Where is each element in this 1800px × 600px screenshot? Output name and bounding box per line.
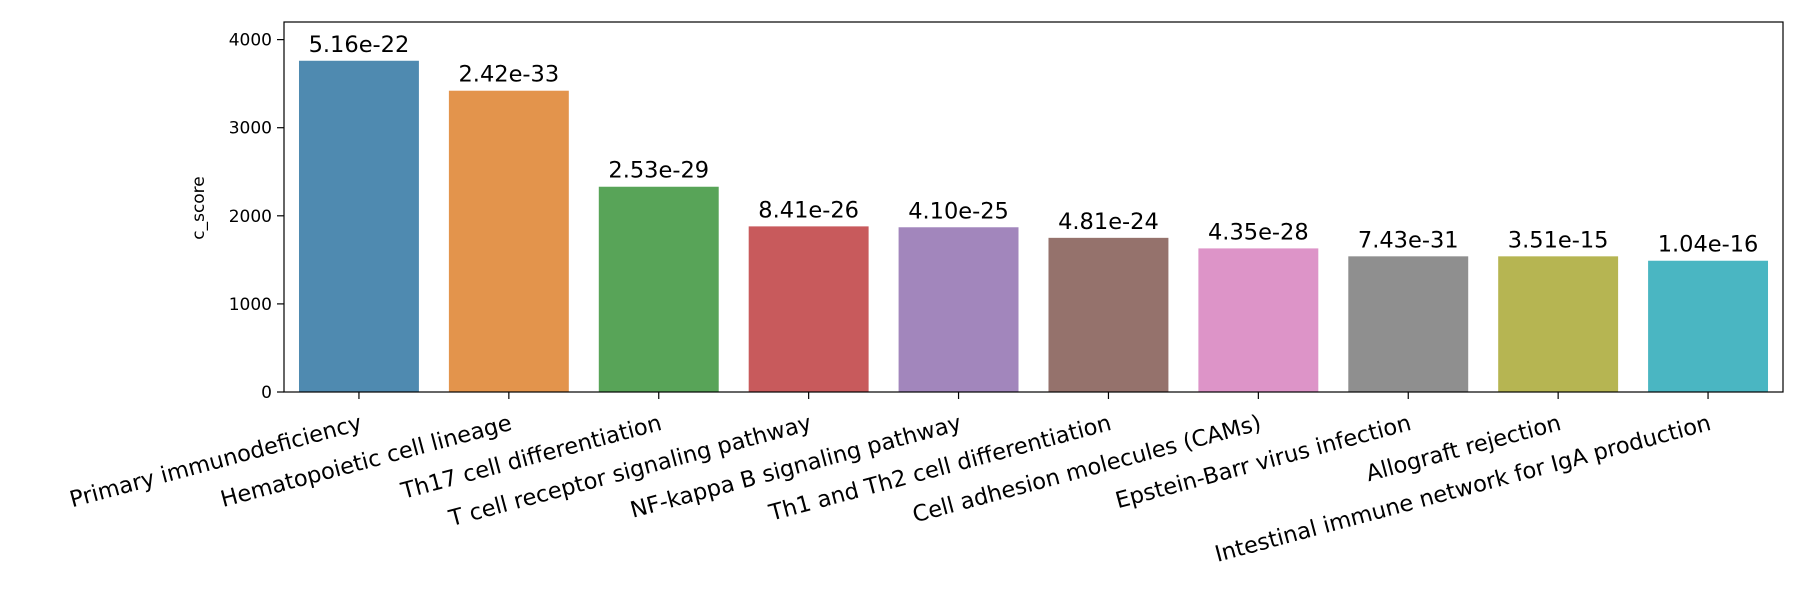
bar-value-label: 4.81e-24 bbox=[1058, 209, 1159, 235]
y-tick-label: 3000 bbox=[229, 119, 272, 139]
bar bbox=[598, 186, 719, 392]
bar-value-label: 4.35e-28 bbox=[1208, 219, 1309, 245]
bar bbox=[748, 226, 869, 392]
bar bbox=[448, 90, 569, 392]
y-tick-label: 2000 bbox=[229, 207, 272, 227]
bar bbox=[1198, 248, 1319, 392]
bar bbox=[1048, 237, 1169, 392]
bar-value-label: 5.16e-22 bbox=[309, 32, 410, 58]
y-tick-label: 1000 bbox=[229, 295, 272, 315]
labels-layer: 5.16e-22 2.42e-33 2.53e-29 8.41e-26 4.10e-25… bbox=[309, 32, 1759, 258]
bar bbox=[1648, 260, 1769, 392]
bar bbox=[1498, 256, 1619, 392]
bar-value-label: 3.51e-15 bbox=[1508, 227, 1609, 253]
bar-value-label: 1.04e-16 bbox=[1658, 232, 1759, 258]
y-tick-label: 4000 bbox=[229, 31, 272, 51]
bar-value-label: 8.41e-26 bbox=[758, 197, 859, 223]
bar bbox=[298, 60, 419, 393]
bar-value-label: 7.43e-31 bbox=[1358, 227, 1459, 253]
y-axis-label: c_score bbox=[189, 176, 209, 240]
bars-layer bbox=[298, 60, 1769, 393]
bar-value-label: 4.10e-25 bbox=[908, 198, 1009, 224]
bar bbox=[1348, 256, 1469, 392]
bar-value-label: 2.42e-33 bbox=[458, 62, 559, 88]
bar bbox=[898, 227, 1019, 392]
x-tick-label: Intestinal immune network for IgA produc… bbox=[1212, 410, 1714, 568]
y-tick-label: 0 bbox=[261, 383, 272, 403]
plot-frame bbox=[283, 21, 1784, 393]
bar-value-label: 2.53e-29 bbox=[608, 158, 709, 184]
